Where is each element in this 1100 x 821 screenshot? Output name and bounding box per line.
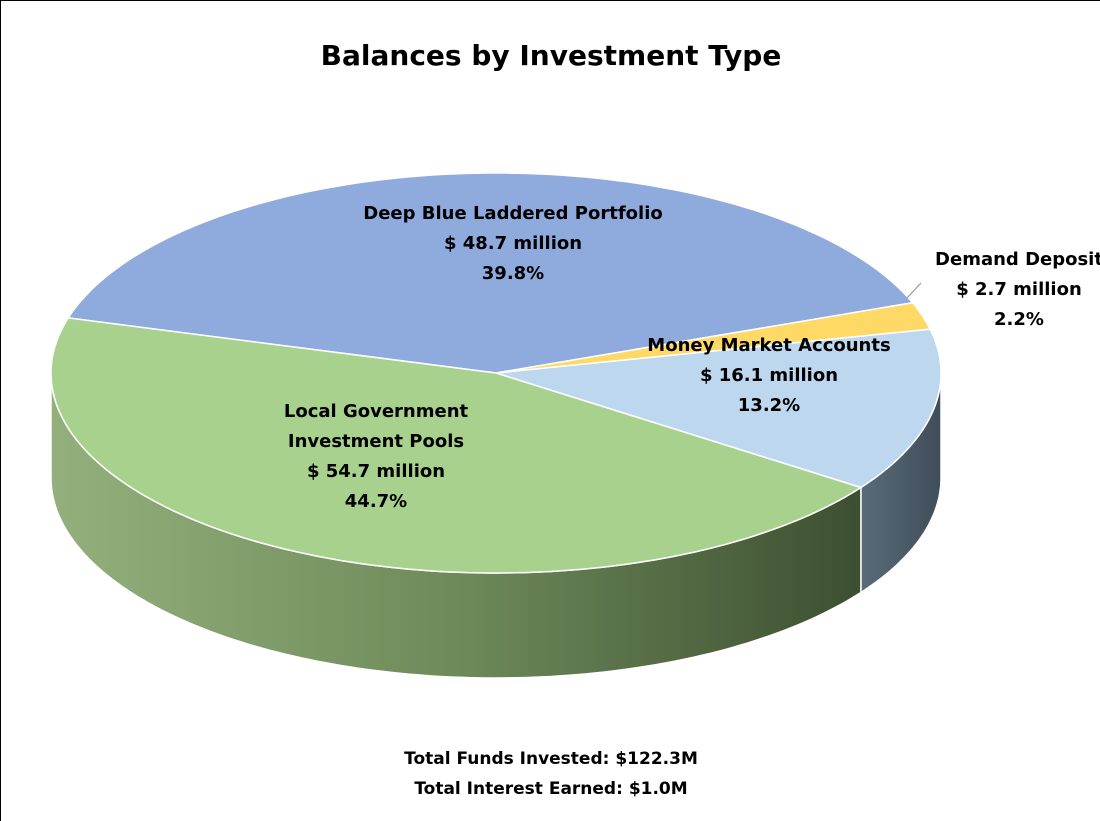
- amount-label: $ 54.7 million: [306, 461, 446, 482]
- slice: [495, 328, 942, 489]
- value-label: 2.2%: [994, 309, 1044, 330]
- data-label: Local Government Investment Pools $ 54.7 …: [261, 397, 491, 517]
- category-label: Local Government Investment Pools: [283, 401, 469, 452]
- data-label: Deep Blue Laddered Portfolio $ 48.7 milli…: [363, 199, 662, 289]
- category-label: Deep Blue Laddered Portfolio: [363, 203, 663, 224]
- slice: [66, 172, 915, 374]
- data-label: Demand Deposit $ 2.7 million 2.2%: [935, 245, 1100, 335]
- value-label: 39.8%: [481, 263, 545, 284]
- note: Total Funds Invested: $122.3M: [404, 749, 698, 769]
- slice: [50, 317, 863, 574]
- amount-label: $ 16.1 million: [699, 365, 839, 386]
- chart-title: Balances by Investment Type: [320, 39, 782, 72]
- category-label: Money Market Accounts: [647, 335, 891, 356]
- data-label: Money Market Accounts $ 16.1 million 13.2%: [647, 331, 890, 421]
- amount-label: $ 2.7 million: [956, 279, 1082, 300]
- note: Total Interest Earned: $1.0M: [414, 779, 688, 799]
- value-label: 13.2%: [737, 395, 801, 416]
- slice: [495, 301, 932, 374]
- leader-line: [906, 282, 922, 299]
- category-label: Demand Deposit: [935, 249, 1100, 270]
- value-label: 44.7%: [344, 491, 408, 512]
- amount-label: $ 48.7 million: [443, 233, 583, 254]
